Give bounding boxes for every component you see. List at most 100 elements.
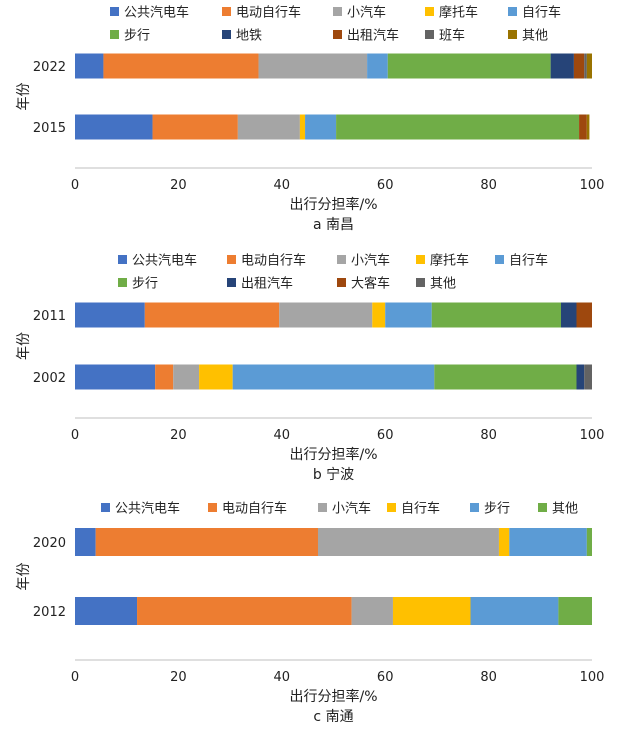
x-tick-label: 0 — [71, 428, 79, 443]
x-tick-label: 100 — [580, 428, 605, 443]
legend-item: 电动自行车 — [227, 253, 306, 269]
legend-swatch — [318, 503, 327, 512]
category-label: 2020 — [33, 536, 66, 551]
legend-item: 其他 — [508, 29, 548, 44]
legend-label: 其他 — [430, 277, 456, 292]
bar-segment — [75, 53, 104, 79]
bar-segment — [586, 53, 592, 79]
x-axis-label: 出行分担率/% — [289, 688, 377, 705]
chart-caption: c 南通 — [313, 709, 353, 725]
legend-label: 电动自行车 — [241, 253, 306, 269]
legend-label: 地铁 — [236, 29, 262, 44]
bar-segment — [584, 364, 592, 390]
legend-swatch — [333, 7, 342, 16]
legend-item: 自行车 — [387, 501, 440, 517]
category-label: 2011 — [33, 309, 66, 324]
bar-segment — [586, 114, 590, 140]
bars — [75, 528, 592, 625]
x-tick-label: 100 — [580, 178, 605, 193]
legend-item: 地铁 — [222, 29, 262, 44]
bar-segment — [586, 528, 592, 556]
bar-segment — [258, 53, 368, 79]
legend-item: 公共汽电车 — [101, 501, 180, 517]
chart-caption: b 宁波 — [313, 466, 354, 483]
chart-caption: a 南昌 — [313, 217, 354, 233]
legend-swatch — [101, 503, 110, 512]
bar-segment — [584, 53, 587, 79]
legend-label: 电动自行车 — [236, 5, 301, 21]
legend-swatch — [508, 30, 517, 39]
y-axis-label: 年份 — [16, 332, 32, 360]
legend-swatch — [222, 7, 231, 16]
bar-segment — [305, 114, 337, 140]
legend-label: 小汽车 — [351, 253, 390, 269]
category-label: 2015 — [33, 121, 66, 136]
legend-item: 步行 — [470, 502, 510, 517]
legend: 公共汽电车 电动自行车 小汽车 自行车 步行 其他 — [101, 501, 578, 517]
legend-swatch — [227, 278, 236, 287]
legend-label: 摩托车 — [439, 5, 478, 21]
bar-segment — [579, 114, 587, 140]
x-tick-label: 40 — [274, 670, 291, 685]
legend-swatch — [110, 30, 119, 39]
bar-segment — [560, 302, 577, 328]
legend-item: 步行 — [110, 29, 150, 44]
x-tick-label: 80 — [480, 178, 497, 193]
bar-segment — [75, 114, 153, 140]
category-label: 2012 — [33, 605, 66, 620]
legend-label: 步行 — [484, 502, 510, 517]
legend-label: 其他 — [552, 502, 578, 517]
x-tick-label: 0 — [71, 178, 79, 193]
bar-segment — [137, 597, 352, 625]
legend-item: 公共汽电车 — [118, 253, 197, 269]
bar-segment — [387, 53, 551, 79]
bar-segment — [470, 597, 559, 625]
legend-item: 班车 — [425, 28, 465, 44]
x-tick-label: 20 — [170, 428, 187, 443]
legend-swatch — [208, 503, 217, 512]
y-axis-label: 年份 — [16, 563, 32, 591]
bar-segment — [573, 53, 585, 79]
x-tick-label: 80 — [480, 428, 497, 443]
x-tick-label: 60 — [377, 670, 394, 685]
x-tick-label: 40 — [274, 428, 291, 443]
category-label: 2022 — [33, 60, 66, 75]
legend-item: 小汽车 — [318, 501, 371, 517]
bar-segment — [237, 114, 300, 140]
legend-swatch — [425, 30, 434, 39]
bar-segment — [576, 364, 585, 390]
legend-item: 摩托车 — [425, 5, 478, 21]
legend-label: 出租汽车 — [347, 28, 399, 44]
legend-swatch — [470, 503, 479, 512]
x-tick-label: 100 — [580, 670, 605, 685]
bar-segment — [144, 302, 280, 328]
legend-label: 大客车 — [351, 276, 390, 292]
bar-segment — [232, 364, 435, 390]
x-tick-label: 20 — [170, 670, 187, 685]
x-axis-label: 出行分担率/% — [289, 446, 377, 463]
bar-segment — [434, 364, 577, 390]
bar-segment — [392, 597, 471, 625]
x-tick-label: 20 — [170, 178, 187, 193]
legend-item: 其他 — [416, 277, 456, 292]
legend-swatch — [110, 7, 119, 16]
bar-segment — [95, 528, 318, 556]
bar-segment — [351, 597, 393, 625]
legend-label: 小汽车 — [332, 501, 371, 517]
legend-label: 其他 — [522, 29, 548, 44]
legend-swatch — [118, 255, 127, 264]
bar-segment — [498, 528, 510, 556]
legend-item: 电动自行车 — [222, 5, 301, 21]
legend-swatch — [118, 278, 127, 287]
legend-item: 公共汽电车 — [110, 5, 189, 21]
legend-swatch — [387, 503, 396, 512]
legend-swatch — [416, 278, 425, 287]
bar-segment — [509, 528, 587, 556]
legend-swatch — [416, 255, 425, 264]
legend-item: 自行车 — [508, 5, 561, 21]
legend-label: 小汽车 — [347, 5, 386, 21]
legend-swatch — [337, 255, 346, 264]
